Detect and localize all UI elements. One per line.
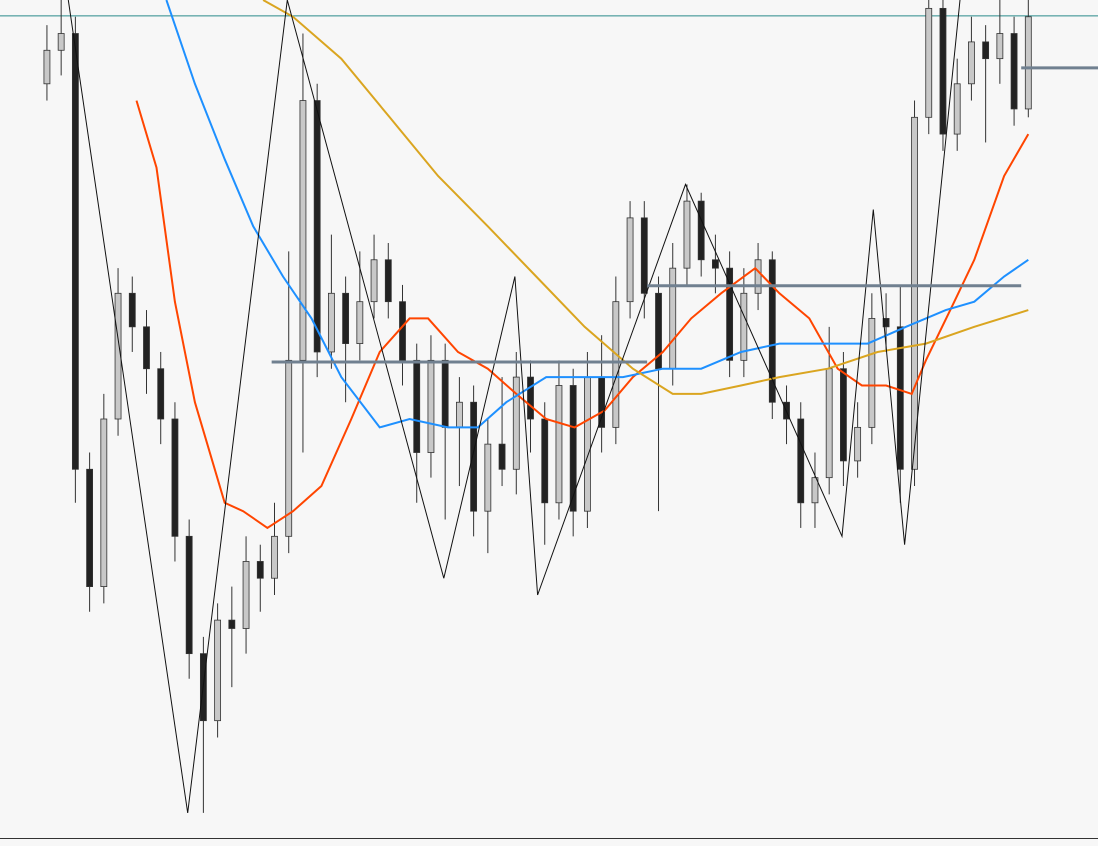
candle-body: [214, 619, 222, 722]
candle-body: [612, 301, 620, 428]
candle-body: [356, 301, 364, 344]
candle-body: [683, 200, 691, 269]
candle-body: [754, 259, 762, 294]
candle-body: [470, 401, 478, 512]
candle-body: [285, 359, 293, 537]
candle-body: [825, 368, 833, 479]
zigzag-line: [67, 0, 961, 813]
candle-body: [455, 401, 463, 428]
candle-body: [555, 385, 563, 504]
candle-body: [441, 359, 449, 428]
candle-body: [128, 292, 136, 328]
candle-body: [939, 7, 947, 135]
candle-body: [598, 376, 606, 428]
candle-body: [797, 418, 805, 504]
candle-body: [868, 318, 876, 428]
candle-body: [726, 267, 734, 361]
candle-body: [143, 326, 150, 370]
moving-average: [165, 0, 1029, 429]
candle-body: [925, 7, 933, 118]
candle-body: [228, 619, 236, 629]
candle-body: [1010, 33, 1018, 110]
candle-body: [896, 326, 904, 470]
candle-body: [299, 100, 307, 361]
candle-body: [584, 376, 591, 512]
candle-body: [640, 217, 648, 294]
candle-body: [484, 443, 492, 512]
candle-body: [185, 535, 193, 655]
candle-body: [384, 259, 392, 303]
candle-body: [242, 561, 250, 629]
candle-body: [541, 418, 549, 504]
candle-body: [712, 259, 719, 269]
candle-body: [669, 267, 677, 370]
candle-body: [100, 418, 108, 588]
candle-body: [498, 443, 506, 470]
candle-body: [413, 359, 421, 453]
candle-body: [768, 259, 776, 403]
candle-body: [996, 33, 1004, 60]
candle-body: [313, 100, 321, 353]
candle-body: [982, 41, 990, 60]
candle-body: [370, 259, 378, 303]
candle-body: [527, 376, 534, 420]
candle-body: [740, 292, 748, 361]
candle-body: [327, 292, 335, 353]
candle-body: [342, 292, 350, 344]
candle-body: [1024, 16, 1032, 110]
moving-average: [135, 100, 1030, 530]
candle-body: [256, 561, 264, 579]
candle-body: [427, 359, 435, 453]
candle-body: [911, 116, 918, 470]
candle-body: [71, 33, 79, 470]
moving-average: [262, 0, 1029, 395]
candle-body: [171, 418, 179, 537]
candle-body: [512, 376, 520, 470]
candle-body: [271, 535, 278, 579]
candle-body: [811, 477, 819, 504]
candle-body: [57, 33, 65, 51]
candle-body: [157, 368, 165, 420]
candle-body: [854, 426, 862, 462]
candle-body: [882, 318, 890, 328]
candle-body: [840, 368, 847, 462]
candle-body: [399, 301, 406, 361]
candle-body: [626, 217, 634, 303]
candle-body: [569, 385, 577, 512]
candle-body: [86, 468, 94, 587]
candle-body: [43, 49, 51, 85]
candle-body: [953, 83, 961, 135]
candle-body: [697, 200, 705, 261]
candle-body: [968, 41, 975, 85]
